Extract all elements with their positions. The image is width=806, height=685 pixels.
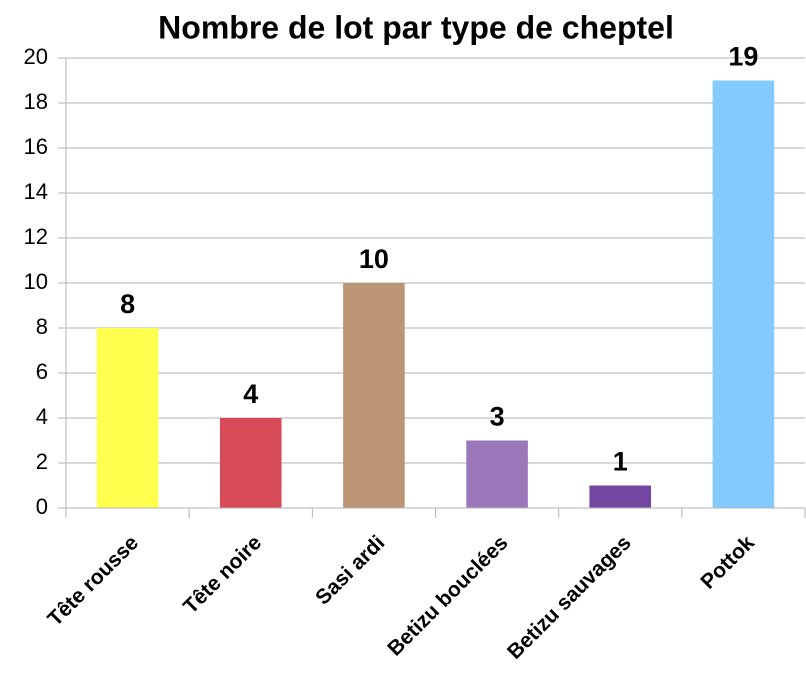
y-tick-label: 8	[36, 314, 48, 339]
bar	[712, 80, 775, 508]
y-tick-label: 10	[24, 269, 48, 294]
value-label: 3	[490, 402, 505, 432]
value-label: 1	[613, 447, 628, 477]
bar	[96, 328, 159, 508]
x-tick-label: Tête rousse	[43, 531, 143, 631]
x-tick-label: Betizu bouclées	[383, 531, 512, 660]
bar	[219, 418, 282, 508]
bar	[466, 440, 528, 508]
chart-title: Nombre de lot par type de cheptel	[158, 9, 674, 45]
value-label: 10	[359, 244, 389, 274]
bar	[589, 485, 652, 508]
y-tick-label: 6	[36, 359, 48, 384]
x-tick-label: Tête noire	[179, 531, 266, 618]
y-tick-label: 16	[24, 134, 48, 159]
x-tick-label: Pottok	[696, 531, 759, 594]
y-tick-label: 20	[24, 44, 48, 69]
bar	[343, 283, 405, 508]
y-tick-label: 14	[24, 179, 48, 204]
value-label: 8	[120, 289, 135, 319]
x-tick-label: Sasi ardi	[311, 531, 389, 609]
value-label: 4	[243, 379, 258, 409]
x-tick-label: Betizu sauvages	[503, 531, 636, 664]
y-tick-label: 12	[24, 224, 48, 249]
y-tick-label: 18	[24, 89, 48, 114]
y-tick-label: 2	[36, 449, 48, 474]
y-tick-label: 0	[36, 494, 48, 519]
value-label: 19	[728, 42, 758, 72]
y-tick-label: 4	[36, 404, 48, 429]
